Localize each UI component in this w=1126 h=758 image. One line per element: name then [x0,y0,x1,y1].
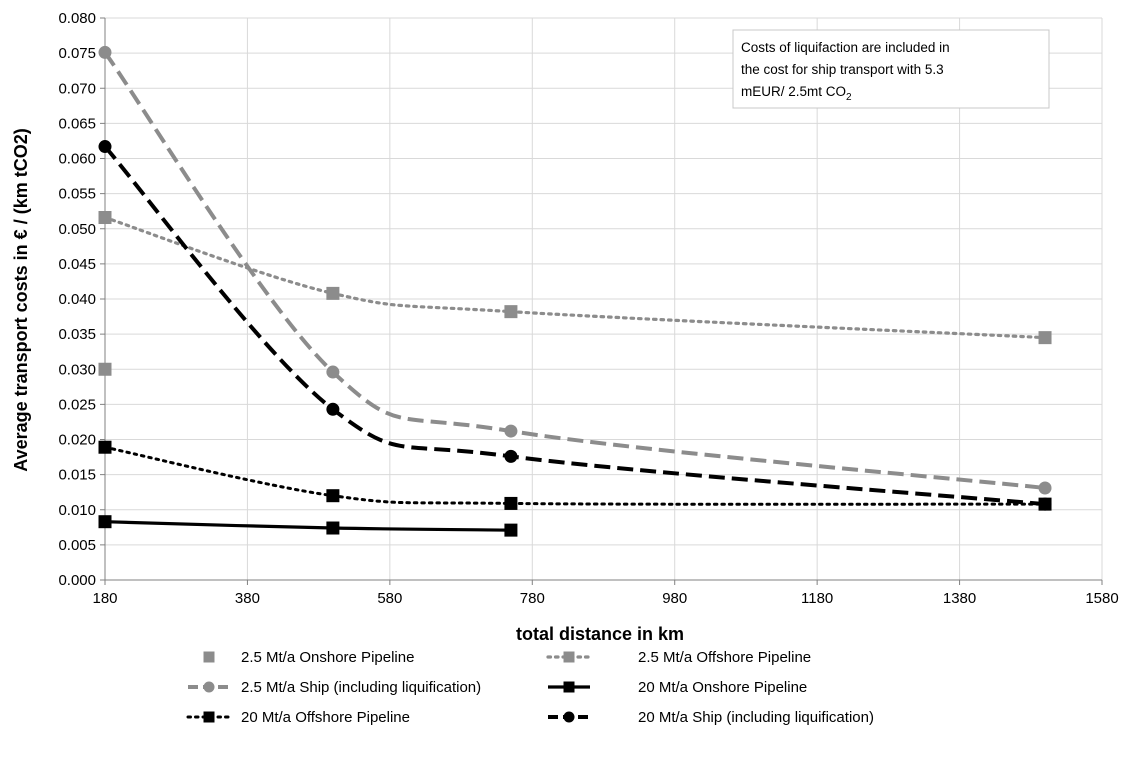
tick-labels: 0.000 0.005 0.010 0.015 0.020 0.025 0.030 0.035… [58,10,1118,607]
y-tick-label: 0.000 [58,572,96,589]
legend-item-1: 2.5 Mt/a Onshore Pipeline [203,649,414,666]
x-tick-label: 1580 [1085,590,1118,607]
series-5 [98,440,1052,511]
y-tick-label: 0.060 [58,151,96,168]
y-axis-title: Average transport costs in € / (km tCO2) [11,128,31,471]
data-point [98,140,112,154]
axes [100,17,1103,585]
y-tick-label: 0.030 [58,361,96,378]
legend-label: 20 Mt/a Onshore Pipeline [638,679,807,696]
data-point [504,305,518,319]
legend-item-5: 20 Mt/a Offshore Pipeline [186,709,410,726]
series-1 [98,362,112,376]
data-point [326,402,340,416]
series-6 [98,140,1052,511]
series-3 [98,45,1052,495]
y-tick-label: 0.005 [58,537,96,554]
x-tick-label: 380 [235,590,260,607]
data-point [504,449,518,463]
x-tick-label: 980 [662,590,687,607]
data-point [1038,481,1052,495]
y-tick-label: 0.070 [58,80,96,97]
annotation-line-2: the cost for ship transport with 5.3 [741,62,944,77]
legend-marker [203,711,215,723]
legend-marker [563,651,575,663]
data-point [326,365,340,379]
legend-label: 20 Mt/a Offshore Pipeline [241,709,410,726]
y-tick-label: 0.075 [58,45,96,62]
data-point [98,211,112,225]
legend-marker [203,651,215,663]
data-point [1038,331,1052,345]
x-tick-label: 180 [92,590,117,607]
data-point [98,362,112,376]
legend-item-4: 20 Mt/a Onshore Pipeline [548,679,807,696]
svg-text:mEUR/ 2.5mt CO2: mEUR/ 2.5mt CO2 [741,84,852,103]
legend-label: 20 Mt/a Ship (including liquification) [638,709,874,726]
x-tick-label: 1180 [801,590,833,607]
series-line [103,445,1047,506]
annotation-line-3: mEUR/ 2.5mt CO [741,84,846,99]
legend-marker [563,711,575,723]
y-tick-label: 0.010 [58,502,96,519]
data-point [326,286,340,300]
data-point [98,515,112,529]
legend-label: 2.5 Mt/a Onshore Pipeline [241,649,414,666]
data-point [1038,497,1052,511]
data-point [504,523,518,537]
annotation-box: Costs of liquifaction are included in th… [732,29,1050,109]
series-4 [98,515,518,537]
legend-item-3: 2.5 Mt/a Ship (including liquification) [188,679,481,696]
y-tick-label: 0.045 [58,256,96,273]
series-2 [98,211,1052,345]
y-tick-label: 0.020 [58,432,96,449]
data-point [504,424,518,438]
legend: 2.5 Mt/a Onshore Pipeline 2.5 Mt/a Offsho… [186,649,874,726]
y-tick-label: 0.025 [58,396,96,413]
series-line [103,215,1047,340]
annotation-line-1: Costs of liquifaction are included in [741,40,950,55]
series-line [103,51,1046,490]
data-point [98,440,112,454]
legend-item-2: 2.5 Mt/a Offshore Pipeline [546,649,811,666]
annotation-subscript: 2 [846,92,852,103]
y-tick-label: 0.065 [58,115,96,132]
svg-text:Costs of liquifaction are incl: Costs of liquifaction are included in [741,40,950,55]
y-tick-label: 0.055 [58,186,96,203]
series-line [103,145,1046,507]
data-point [98,45,112,59]
x-tick-label: 780 [520,590,545,607]
x-tick-label: 1380 [943,590,976,607]
y-tick-label: 0.040 [58,291,96,308]
series-layer [98,45,1052,537]
x-tick-label: 580 [377,590,402,607]
x-axis-title: total distance in km [516,624,684,644]
y-tick-label: 0.080 [58,10,96,27]
y-tick-label: 0.015 [58,467,96,484]
legend-marker [563,681,575,693]
legend-marker [203,681,215,693]
series-line [104,520,511,532]
legend-label: 2.5 Mt/a Offshore Pipeline [638,649,811,666]
legend-label: 2.5 Mt/a Ship (including liquification) [241,679,481,696]
svg-text:the cost for ship transport wi: the cost for ship transport with 5.3 [741,62,944,77]
y-tick-label: 0.035 [58,326,96,343]
legend-item-6: 20 Mt/a Ship (including liquification) [548,709,874,726]
y-tick-label: 0.050 [58,221,96,238]
data-point [504,496,518,510]
data-point [326,489,340,503]
data-point [326,521,340,535]
